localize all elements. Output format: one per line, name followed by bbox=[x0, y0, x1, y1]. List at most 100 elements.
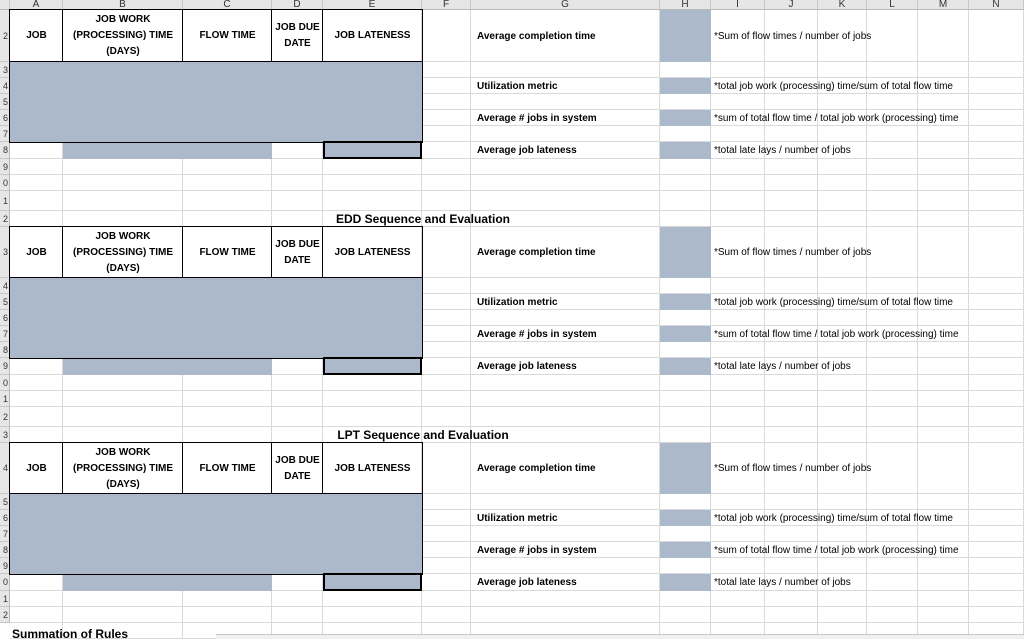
column-header[interactable]: L bbox=[867, 0, 918, 10]
metric-value-cell[interactable] bbox=[660, 110, 711, 126]
total-lateness-cell[interactable] bbox=[323, 358, 422, 375]
row-header[interactable]: 8 bbox=[0, 342, 10, 358]
metric-value-cell[interactable] bbox=[660, 574, 711, 591]
metric-value-cell[interactable] bbox=[660, 358, 711, 375]
header-flow-time[interactable]: FLOW TIME bbox=[199, 246, 256, 258]
row-header[interactable]: 3 bbox=[0, 427, 10, 443]
row-header[interactable]: 5 bbox=[0, 294, 10, 310]
metric-value-cell[interactable] bbox=[660, 10, 711, 62]
header-job-lateness[interactable]: JOB LATENESS bbox=[334, 30, 411, 41]
row-header[interactable]: 3 bbox=[0, 62, 10, 78]
column-header[interactable]: A bbox=[10, 0, 63, 10]
row-header[interactable]: 6 bbox=[0, 510, 10, 526]
metric-value-cell[interactable] bbox=[660, 294, 711, 310]
total-cell[interactable] bbox=[63, 142, 272, 159]
header-job[interactable]: JOB bbox=[26, 30, 47, 41]
column-header[interactable]: B bbox=[63, 0, 183, 10]
header-job-lateness[interactable]: JOB LATENESS bbox=[334, 246, 411, 258]
header-job-due-date[interactable]: JOB DUE DATE bbox=[275, 454, 320, 482]
horizontal-scrollbar[interactable] bbox=[216, 634, 1024, 639]
data-rows[interactable] bbox=[10, 278, 422, 358]
row-header[interactable]: 1 bbox=[0, 591, 10, 607]
header-job-due-date[interactable]: JOB DUE DATE bbox=[275, 238, 320, 266]
column-header[interactable]: J bbox=[765, 0, 818, 10]
row-number: 3 bbox=[2, 247, 8, 257]
row-header[interactable]: 1 bbox=[0, 391, 10, 407]
grid-vline bbox=[764, 10, 765, 639]
row-header[interactable]: 7 bbox=[0, 526, 10, 542]
header-job-work[interactable]: JOB WORK (PROCESSING) TIME (DAYS) bbox=[72, 230, 173, 274]
row-header[interactable]: 2 bbox=[0, 607, 10, 623]
column-header[interactable]: I bbox=[711, 0, 765, 10]
row-header[interactable]: 2 bbox=[0, 211, 10, 227]
row-header[interactable]: 1 bbox=[0, 191, 10, 211]
row-number: 4 bbox=[2, 80, 8, 91]
header-job-lateness[interactable]: JOB LATENESS bbox=[334, 462, 411, 474]
header-flow-time[interactable]: FLOW TIME bbox=[199, 30, 256, 41]
column-header[interactable]: D bbox=[272, 0, 323, 10]
header-job[interactable]: JOB bbox=[26, 462, 47, 474]
header-job-work[interactable]: JOB WORK (PROCESSING) TIME (DAYS) bbox=[72, 446, 173, 490]
header-bottom-line bbox=[10, 493, 422, 494]
row-number: 5 bbox=[2, 96, 8, 107]
header-job[interactable]: JOB bbox=[26, 246, 47, 258]
row-header[interactable]: 2 bbox=[0, 407, 10, 427]
row-header[interactable]: 0 bbox=[0, 574, 10, 591]
row-header[interactable]: 4 bbox=[0, 278, 10, 294]
row-header[interactable]: 0 bbox=[0, 375, 10, 391]
row-header[interactable]: 0 bbox=[0, 175, 10, 191]
metric-value-cell[interactable] bbox=[660, 326, 711, 342]
column-header[interactable]: M bbox=[918, 0, 969, 10]
row-header[interactable]: 7 bbox=[0, 326, 10, 342]
header-separator bbox=[62, 227, 63, 278]
column-header[interactable]: G bbox=[471, 0, 660, 10]
column-header[interactable]: F bbox=[422, 0, 471, 10]
row-header[interactable]: 6 bbox=[0, 310, 10, 326]
row-number: 1 bbox=[2, 593, 8, 604]
row-number: 8 bbox=[2, 344, 8, 355]
data-rows[interactable] bbox=[10, 494, 422, 574]
metric-value-cell[interactable] bbox=[660, 142, 711, 159]
select-all-corner[interactable] bbox=[0, 0, 10, 10]
grid-hline bbox=[10, 493, 1024, 494]
metric-value-cell[interactable] bbox=[660, 542, 711, 558]
column-header[interactable]: E bbox=[323, 0, 422, 10]
row-header[interactable]: 7 bbox=[0, 126, 10, 142]
row-header[interactable]: 9 bbox=[0, 558, 10, 574]
data-rows[interactable] bbox=[10, 62, 422, 142]
row-header[interactable]: 5 bbox=[0, 494, 10, 510]
metric-value-cell[interactable] bbox=[660, 510, 711, 526]
header-bottom-line bbox=[10, 61, 422, 62]
row-header[interactable]: 8 bbox=[0, 542, 10, 558]
total-cell[interactable] bbox=[63, 574, 272, 591]
metric-value-cell[interactable] bbox=[660, 227, 711, 278]
grid-hline bbox=[10, 77, 1024, 78]
total-lateness-cell[interactable] bbox=[323, 142, 422, 159]
row-header[interactable]: 4 bbox=[0, 443, 10, 494]
row-header[interactable]: 9 bbox=[0, 159, 10, 175]
row-header[interactable]: 3 bbox=[0, 227, 10, 278]
column-header[interactable]: H bbox=[660, 0, 711, 10]
row-header[interactable]: 8 bbox=[0, 142, 10, 159]
column-header[interactable]: C bbox=[183, 0, 272, 10]
row-header[interactable]: 9 bbox=[0, 358, 10, 375]
column-header[interactable]: N bbox=[969, 0, 1024, 10]
total-lateness-cell[interactable] bbox=[323, 574, 422, 591]
header-job-due-date[interactable]: JOB DUE DATE bbox=[275, 22, 320, 49]
column-header[interactable]: K bbox=[818, 0, 867, 10]
row-header[interactable]: 6 bbox=[0, 110, 10, 126]
metric-label: Average # jobs in system bbox=[477, 544, 597, 556]
grid-hline bbox=[10, 622, 1024, 623]
row-header[interactable]: 2 bbox=[0, 10, 10, 62]
total-cell[interactable] bbox=[63, 358, 272, 375]
metric-value-cell[interactable] bbox=[660, 443, 711, 494]
header-job-work[interactable]: JOB WORK (PROCESSING) TIME (DAYS) bbox=[72, 14, 173, 57]
row-header[interactable]: 5 bbox=[0, 94, 10, 110]
metric-label: Average # jobs in system bbox=[477, 112, 597, 124]
row-number: 6 bbox=[2, 312, 8, 323]
row-number: 4 bbox=[2, 463, 8, 473]
metric-value-cell[interactable] bbox=[660, 78, 711, 94]
header-flow-time[interactable]: FLOW TIME bbox=[199, 462, 256, 474]
row-header[interactable]: 4 bbox=[0, 78, 10, 94]
